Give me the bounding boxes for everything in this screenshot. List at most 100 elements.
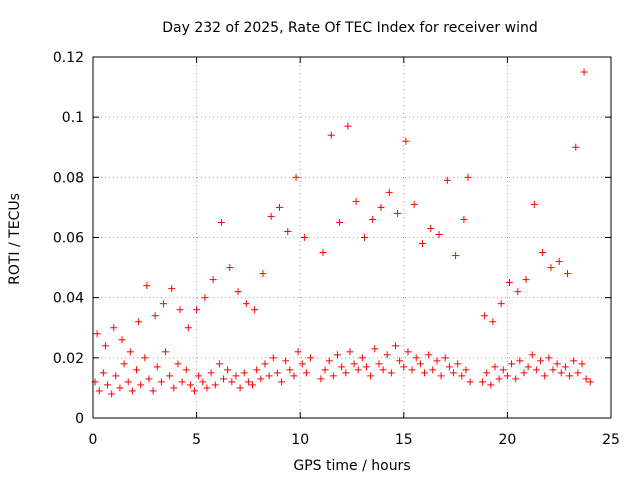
- data-point: [495, 375, 503, 383]
- data-point: [120, 360, 128, 368]
- data-point: [383, 351, 391, 359]
- data-point: [93, 330, 101, 338]
- data-point: [273, 369, 281, 377]
- data-point: [300, 234, 308, 241]
- grid: [93, 57, 611, 418]
- data-point: [358, 354, 366, 362]
- data-point: [118, 336, 126, 344]
- data-point: [394, 209, 402, 217]
- data-point: [269, 354, 277, 362]
- data-point: [483, 369, 491, 377]
- x-tick-label: 10: [291, 432, 309, 448]
- data-point: [549, 366, 557, 374]
- data-point: [346, 348, 354, 356]
- data-point: [561, 363, 569, 371]
- data-point: [570, 357, 578, 365]
- data-point: [99, 369, 107, 377]
- data-point: [286, 366, 294, 374]
- data-point: [354, 366, 362, 374]
- data-point: [95, 387, 103, 395]
- data-point: [553, 360, 561, 368]
- data-point: [416, 360, 424, 368]
- data-point: [215, 360, 223, 368]
- y-tick-label: 0.12: [53, 50, 84, 66]
- data-point: [586, 378, 594, 386]
- data-point: [454, 360, 462, 368]
- data-point: [199, 378, 207, 386]
- data-point: [211, 381, 219, 389]
- data-point: [350, 360, 358, 368]
- data-point: [257, 375, 265, 383]
- data-point: [557, 369, 565, 377]
- data-point: [396, 357, 404, 365]
- data-point: [433, 357, 441, 365]
- y-tick-label: 0.04: [53, 291, 84, 307]
- data-point: [520, 369, 528, 377]
- data-point: [176, 306, 184, 314]
- x-tick-label: 25: [602, 432, 620, 448]
- data-point: [236, 384, 244, 392]
- data-point: [317, 375, 325, 383]
- data-point: [207, 369, 215, 377]
- data-point: [217, 218, 225, 226]
- data-point: [344, 122, 352, 130]
- data-point: [435, 230, 443, 238]
- data-point: [466, 378, 474, 386]
- data-point: [253, 366, 261, 374]
- data-point: [418, 240, 426, 248]
- data-point: [168, 285, 176, 293]
- data-point: [404, 348, 412, 356]
- data-point: [319, 249, 327, 257]
- x-tick-label: 0: [89, 432, 98, 448]
- data-point: [124, 378, 132, 386]
- data-point: [512, 375, 520, 383]
- data-point: [377, 203, 385, 211]
- data-point: [400, 363, 408, 371]
- data-point: [112, 372, 120, 380]
- data-point: [244, 378, 252, 386]
- data-point: [408, 366, 416, 374]
- data-point: [429, 366, 437, 374]
- data-point: [321, 366, 329, 374]
- y-tick-label: 0: [75, 411, 84, 427]
- y-axis: 0 0.02 0.04 0.06 0.08 0.1 0.12: [53, 50, 611, 427]
- data-point: [547, 264, 555, 272]
- data-point: [157, 378, 165, 386]
- data-point: [137, 381, 145, 389]
- data-point: [342, 369, 350, 377]
- data-point: [251, 306, 259, 314]
- data-point: [282, 357, 290, 365]
- data-point: [514, 288, 522, 296]
- data-point: [572, 143, 580, 151]
- data-point: [580, 68, 588, 76]
- data-point: [522, 276, 530, 284]
- data-point: [278, 378, 286, 386]
- y-axis-label: ROTI / TECUs: [7, 193, 23, 285]
- data-point: [307, 354, 315, 362]
- y-tick-label: 0.06: [53, 231, 84, 247]
- data-point: [145, 375, 153, 383]
- data-point: [265, 372, 273, 380]
- data-point: [226, 264, 234, 272]
- data-point: [537, 357, 545, 365]
- data-point: [325, 357, 333, 365]
- data-point: [193, 306, 201, 314]
- data-point: [532, 366, 540, 374]
- data-point: [275, 203, 283, 211]
- x-tick-label: 15: [395, 432, 413, 448]
- data-point: [497, 300, 505, 308]
- data-point: [524, 363, 532, 371]
- data-point: [503, 372, 511, 380]
- data-point: [491, 363, 499, 371]
- data-point: [338, 363, 346, 371]
- data-point: [379, 366, 387, 374]
- data-point: [516, 357, 524, 365]
- data-point: [437, 372, 445, 380]
- data-point: [363, 363, 371, 371]
- data-point: [302, 369, 310, 377]
- data-point: [184, 324, 192, 332]
- data-point: [539, 249, 547, 257]
- data-point: [360, 234, 368, 241]
- data-point: [141, 354, 149, 362]
